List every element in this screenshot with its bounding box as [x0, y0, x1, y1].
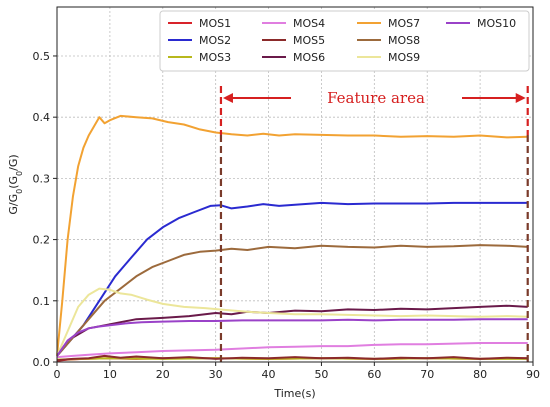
series-lines — [56, 114, 528, 362]
y-tick-label: 0.3 — [33, 172, 51, 185]
y-tick-label: 0.2 — [33, 234, 51, 247]
legend-label-mos2: MOS2 — [199, 34, 231, 47]
legend: MOS1 MOS2 MOS3 MOS4 MOS5 MOS6 MOS7 MOS8 MOS9 MOS1… — [159, 10, 530, 72]
x-tick-label: 10 — [103, 368, 117, 381]
series-line-mos8 — [56, 244, 528, 357]
series-line-mos4 — [56, 342, 528, 359]
plot-frame — [56, 6, 534, 363]
legend-label-mos5: MOS5 — [293, 34, 325, 47]
y-tick-label: 0.4 — [33, 111, 51, 124]
y-axis-title-part: G/G — [7, 194, 20, 215]
y-axis-title-part: 0 — [15, 171, 24, 176]
y-tick-label: 0.0 — [33, 356, 51, 369]
legend-label-mos7: MOS7 — [388, 17, 420, 30]
x-tick-label: 0 — [54, 368, 61, 381]
x-tick-label: 40 — [262, 368, 276, 381]
legend-label-mos6: MOS6 — [293, 51, 325, 64]
feature-area-annotation: Feature area — [219, 86, 529, 362]
series-line-mos9 — [56, 287, 528, 357]
axis-ticks: 0 10 20 30 40 50 60 70 80 90 0.0 0.1 0.2 0.3 0.4 0.5 — [33, 50, 541, 381]
x-tick-label: 80 — [473, 368, 487, 381]
y-axis-title: G/G0(G0/G) — [7, 154, 24, 214]
series-line-mos10 — [56, 318, 528, 357]
series-line-mos7 — [56, 114, 528, 356]
legend-label-mos1: MOS1 — [199, 17, 231, 30]
feature-area-label: Feature area — [327, 89, 425, 107]
series-line-mos3 — [56, 357, 528, 361]
y-axis-title-part: /G) — [7, 154, 20, 171]
y-axis-title-part: 0 — [15, 189, 24, 194]
legend-label-mos8: MOS8 — [388, 34, 420, 47]
legend-label-mos4: MOS4 — [293, 17, 325, 30]
feature-arrow-right-head — [515, 93, 526, 103]
legend-box — [159, 10, 530, 72]
series-line-mos5 — [56, 354, 528, 362]
x-tick-label: 20 — [156, 368, 170, 381]
x-tick-label: 30 — [209, 368, 223, 381]
y-tick-label: 0.5 — [33, 50, 51, 63]
legend-label-mos3: MOS3 — [199, 51, 231, 64]
x-tick-label: 60 — [367, 368, 381, 381]
y-tick-label: 0.1 — [33, 295, 51, 308]
series-line-mos2 — [56, 201, 528, 357]
x-tick-label: 90 — [526, 368, 540, 381]
legend-label-mos10: MOS10 — [477, 17, 516, 30]
x-axis-title: Time(s) — [273, 387, 315, 400]
x-tick-label: 70 — [420, 368, 434, 381]
y-axis-title-part: (G — [7, 176, 20, 189]
feature-arrow-left-head — [222, 93, 233, 103]
legend-label-mos9: MOS9 — [388, 51, 420, 64]
x-tick-label: 50 — [314, 368, 328, 381]
